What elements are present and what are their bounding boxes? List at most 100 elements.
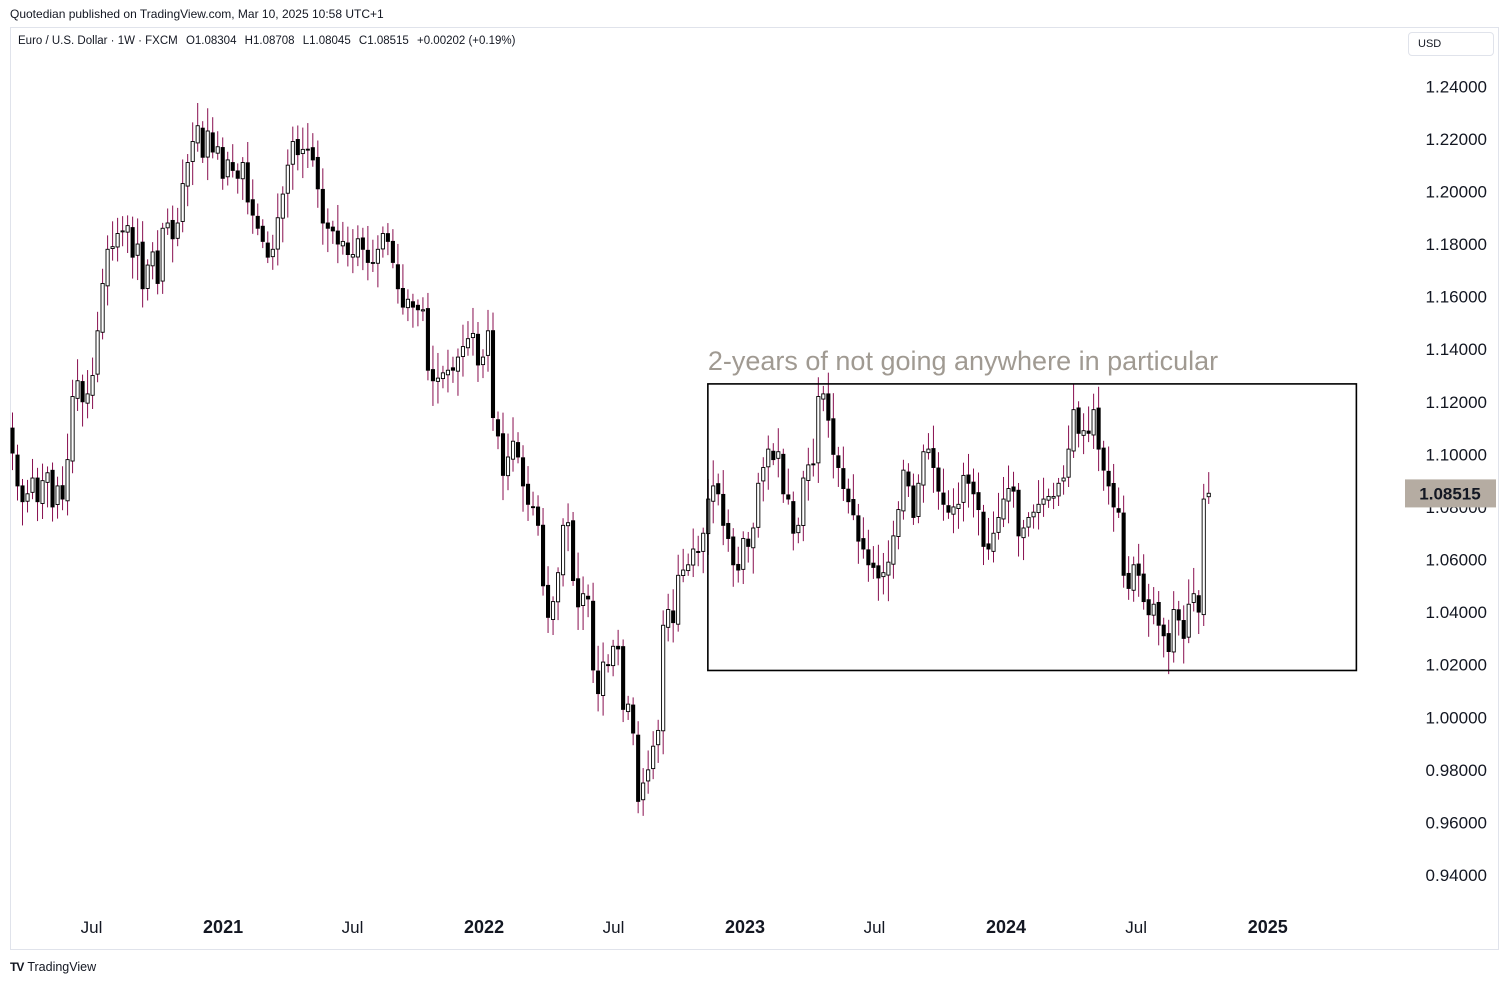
candle (576, 552, 581, 630)
symbol-legend[interactable]: Euro / U.S. Dollar · 1W · FXCM O1.08304 … (18, 35, 520, 47)
candle-body (876, 565, 881, 579)
candle (991, 511, 996, 563)
candle-body (105, 248, 110, 287)
candle (966, 453, 971, 508)
candle-body (1106, 470, 1111, 487)
candle-body (40, 480, 45, 504)
candle-body (916, 482, 921, 517)
candle (931, 425, 936, 493)
x-tick-label: Jul (342, 918, 364, 937)
candle-body (781, 453, 786, 495)
candle (711, 460, 716, 524)
candle-body (175, 222, 180, 239)
candle-body (480, 356, 486, 366)
candle (586, 584, 591, 618)
candle-body (500, 433, 506, 476)
candle (530, 491, 536, 516)
candle (876, 544, 881, 601)
candle-body (125, 225, 130, 233)
candle (370, 239, 375, 273)
y-tick-label: 0.94000 (1426, 866, 1487, 885)
candle (901, 459, 906, 520)
candle-body (525, 483, 531, 505)
candle (596, 645, 601, 712)
candle (145, 259, 150, 301)
candle (1016, 482, 1021, 557)
candle (816, 377, 821, 483)
candle (1011, 471, 1016, 508)
candle (480, 349, 486, 379)
candle-body (390, 240, 395, 263)
candle-body (120, 230, 125, 233)
candle-body (270, 248, 275, 258)
candle-body (215, 146, 220, 154)
candle-body (1136, 563, 1141, 576)
footer[interactable]: TV TradingView (10, 960, 96, 974)
candle-body (490, 330, 496, 419)
candle (956, 482, 961, 529)
candle-body (1121, 512, 1126, 576)
x-tick-label: Jul (864, 918, 886, 937)
candle (455, 348, 461, 396)
x-tick-label: 2025 (1248, 917, 1288, 937)
y-tick-label: 1.12000 (1426, 393, 1487, 412)
candle (776, 428, 781, 478)
candle (861, 517, 866, 559)
candle (155, 230, 160, 295)
candle-body (300, 148, 305, 155)
y-tick-label: 0.98000 (1426, 761, 1487, 780)
candle (290, 126, 295, 190)
candle-body (1041, 498, 1046, 505)
candle-body (1171, 609, 1176, 653)
candle (701, 527, 706, 574)
y-tick-label: 1.04000 (1426, 603, 1487, 622)
candle (571, 511, 576, 586)
candle (140, 221, 145, 308)
candle (425, 292, 430, 381)
candle-body (591, 600, 596, 671)
x-tick-label: 2023 (725, 917, 765, 937)
candle-body (611, 645, 616, 667)
candle (130, 216, 135, 279)
candle (195, 103, 200, 152)
currency-selector[interactable]: USD (1408, 32, 1494, 56)
candle (1001, 476, 1006, 528)
candle-body (170, 219, 175, 240)
y-tick-label: 1.20000 (1426, 182, 1487, 201)
candle (1196, 590, 1201, 635)
candle (721, 470, 726, 546)
candle-body (716, 483, 721, 495)
candle (741, 531, 746, 585)
candle (420, 297, 425, 322)
candle-body (150, 251, 155, 267)
y-tick-label: 1.14000 (1426, 340, 1487, 359)
candle-body (736, 563, 741, 571)
candle (631, 697, 636, 746)
annotation-text: 2-years of not going anywhere in particu… (708, 346, 1218, 376)
candle (510, 417, 516, 472)
candle (40, 463, 45, 519)
candle-body (450, 367, 456, 371)
candle-body (85, 393, 90, 404)
candle (460, 324, 466, 377)
candle (210, 117, 215, 159)
candle-body (1151, 603, 1156, 616)
candle (160, 222, 165, 294)
candle (105, 235, 110, 306)
candle (716, 473, 721, 506)
candle (430, 345, 435, 406)
candle (50, 462, 55, 522)
candle (255, 203, 260, 236)
candle-body (1111, 483, 1116, 508)
candle-body (200, 127, 205, 158)
candle (886, 540, 891, 602)
candle (891, 520, 896, 579)
candle-body (1076, 407, 1081, 434)
candle-body (1161, 624, 1166, 637)
candle (165, 208, 170, 235)
candle-body (190, 141, 195, 162)
candle (971, 468, 976, 518)
candle-body (991, 532, 996, 552)
candle (1056, 477, 1061, 506)
